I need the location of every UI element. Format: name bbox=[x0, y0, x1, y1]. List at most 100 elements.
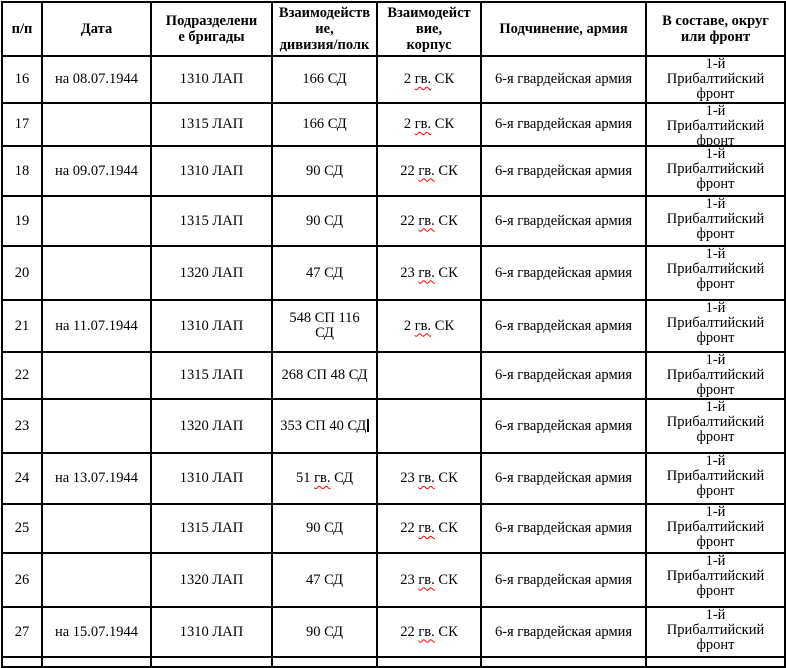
cell-date[interactable]: на 11.07.1944 bbox=[43, 301, 150, 351]
cell-row-number[interactable]: 19 bbox=[3, 197, 41, 245]
cell-front[interactable]: 1-й Прибалтийский фронт bbox=[647, 353, 784, 398]
cell-front[interactable]: 1-й Прибалтийский фронт bbox=[647, 104, 784, 145]
cell-subordination-army[interactable]: 6-я гвардейская армия bbox=[482, 104, 645, 145]
cell-interaction-division[interactable]: 166 СД bbox=[273, 57, 376, 102]
cell-row-number[interactable]: 26 bbox=[3, 554, 41, 606]
cell-date[interactable] bbox=[43, 247, 150, 299]
cell-interaction-division[interactable]: 51 гв. СД bbox=[273, 454, 376, 503]
header-interaction-corps[interactable]: Взаимодейст вие, корпус bbox=[378, 3, 480, 55]
cell-brigade-unit[interactable]: 1320 ЛАП bbox=[152, 554, 271, 606]
cell-row-number[interactable]: 21 bbox=[3, 301, 41, 351]
cell-interaction-corps[interactable]: 2 гв. СК bbox=[378, 301, 480, 351]
cell-front[interactable]: 1-й Прибалтийский фронт bbox=[647, 147, 784, 195]
cell-brigade-unit[interactable]: 1315 ЛАП bbox=[152, 104, 271, 145]
header-row-number[interactable]: п/п bbox=[3, 3, 41, 55]
cell-brigade-unit[interactable]: 1315 ЛАП bbox=[152, 353, 271, 398]
cell-interaction-division[interactable]: 166 СД bbox=[273, 104, 376, 145]
cell-date[interactable] bbox=[43, 505, 150, 552]
cell-interaction-division[interactable]: 90 СД bbox=[273, 505, 376, 552]
cell-interaction-corps[interactable]: 23 гв. СК bbox=[378, 554, 480, 606]
cell-interaction-corps[interactable]: 22 гв. СК bbox=[378, 608, 480, 656]
cell-brigade-unit[interactable]: 1315 ЛАП bbox=[152, 505, 271, 552]
cell-brigade-unit[interactable]: 1320 ЛАП bbox=[152, 400, 271, 452]
cell-brigade-unit[interactable]: 1320 ЛАП bbox=[152, 247, 271, 299]
cell-date[interactable]: на 15.07.1944 bbox=[43, 608, 150, 656]
cell-date[interactable] bbox=[43, 104, 150, 145]
partial-next-row-cell[interactable] bbox=[482, 658, 645, 666]
cell-front[interactable]: 1-й Прибалтийский фронт bbox=[647, 608, 784, 656]
cell-subordination-army[interactable]: 6-я гвардейская армия bbox=[482, 400, 645, 452]
cell-interaction-corps[interactable]: 22 гв. СК bbox=[378, 197, 480, 245]
cell-date[interactable]: на 08.07.1944 bbox=[43, 57, 150, 102]
cell-interaction-corps[interactable]: 2 гв. СК bbox=[378, 57, 480, 102]
cell-date[interactable] bbox=[43, 197, 150, 245]
cell-interaction-corps[interactable] bbox=[378, 353, 480, 398]
cell-date[interactable]: на 13.07.1944 bbox=[43, 454, 150, 503]
header-interaction-division[interactable]: Взаимодейств ие, дивизия/полк bbox=[273, 3, 376, 55]
cell-interaction-corps[interactable]: 22 гв. СК bbox=[378, 147, 480, 195]
cell-interaction-corps[interactable]: 22 гв. СК bbox=[378, 505, 480, 552]
cell-subordination-army[interactable]: 6-я гвардейская армия bbox=[482, 247, 645, 299]
cell-subordination-army[interactable]: 6-я гвардейская армия bbox=[482, 454, 645, 503]
cell-brigade-unit[interactable]: 1310 ЛАП bbox=[152, 608, 271, 656]
cell-interaction-corps[interactable]: 23 гв. СК bbox=[378, 247, 480, 299]
cell-row-number[interactable]: 24 bbox=[3, 454, 41, 503]
cell-front[interactable]: 1-й Прибалтийский фронт bbox=[647, 554, 784, 606]
cell-row-number[interactable]: 20 bbox=[3, 247, 41, 299]
partial-next-row-cell[interactable] bbox=[647, 658, 784, 666]
cell-subordination-army[interactable]: 6-я гвардейская армия bbox=[482, 197, 645, 245]
cell-interaction-division[interactable]: 353 СП 40 СД bbox=[273, 400, 376, 452]
cell-subordination-army[interactable]: 6-я гвардейская армия bbox=[482, 608, 645, 656]
cell-interaction-division[interactable]: 47 СД bbox=[273, 554, 376, 606]
cell-subordination-army[interactable]: 6-я гвардейская армия bbox=[482, 147, 645, 195]
header-date[interactable]: Дата bbox=[43, 3, 150, 55]
cell-row-number[interactable]: 23 bbox=[3, 400, 41, 452]
cell-interaction-division[interactable]: 268 СП 48 СД bbox=[273, 353, 376, 398]
cell-row-number[interactable]: 17 bbox=[3, 104, 41, 145]
cell-row-number[interactable]: 27 bbox=[3, 608, 41, 656]
cell-interaction-division[interactable]: 548 СП 116 СД bbox=[273, 301, 376, 351]
partial-next-row-cell[interactable] bbox=[378, 658, 480, 666]
cell-date[interactable] bbox=[43, 400, 150, 452]
cell-front[interactable]: 1-й Прибалтийский фронт bbox=[647, 505, 784, 552]
partial-next-row-cell[interactable] bbox=[152, 658, 271, 666]
cell-subordination-army[interactable]: 6-я гвардейская армия bbox=[482, 301, 645, 351]
cell-interaction-division[interactable]: 90 СД bbox=[273, 147, 376, 195]
partial-next-row-cell[interactable] bbox=[3, 658, 41, 666]
cell-subordination-army[interactable]: 6-я гвардейская армия bbox=[482, 505, 645, 552]
header-front[interactable]: В составе, округ или фронт bbox=[647, 3, 784, 55]
partial-next-row-cell[interactable] bbox=[43, 658, 150, 666]
cell-date[interactable]: на 09.07.1944 bbox=[43, 147, 150, 195]
cell-interaction-corps[interactable]: 23 гв. СК bbox=[378, 454, 480, 503]
cell-subordination-army[interactable]: 6-я гвардейская армия bbox=[482, 353, 645, 398]
cell-front[interactable]: 1-й Прибалтийский фронт bbox=[647, 454, 784, 503]
cell-row-number[interactable]: 16 bbox=[3, 57, 41, 102]
cell-row-number[interactable]: 22 bbox=[3, 353, 41, 398]
cell-front[interactable]: 1-й Прибалтийский фронт bbox=[647, 57, 784, 102]
cell-interaction-division[interactable]: 47 СД bbox=[273, 247, 376, 299]
partial-next-row-cell[interactable] bbox=[273, 658, 376, 666]
cell-front[interactable]: 1-й Прибалтийский фронт bbox=[647, 247, 784, 299]
cell-subordination-army[interactable]: 6-я гвардейская армия bbox=[482, 554, 645, 606]
cell-subordination-army[interactable]: 6-я гвардейская армия bbox=[482, 57, 645, 102]
cell-row-number[interactable]: 18 bbox=[3, 147, 41, 195]
cell-row-number[interactable]: 25 bbox=[3, 505, 41, 552]
header-subordination-army[interactable]: Подчинение, армия bbox=[482, 3, 645, 55]
header-brigade-unit[interactable]: Подразделени е бригады bbox=[152, 3, 271, 55]
cell-front[interactable]: 1-й Прибалтийский фронт bbox=[647, 197, 784, 245]
cell-date[interactable] bbox=[43, 554, 150, 606]
cell-brigade-unit[interactable]: 1310 ЛАП bbox=[152, 454, 271, 503]
cell-date[interactable] bbox=[43, 353, 150, 398]
cell-text: 1-й Прибалтийский фронт bbox=[666, 147, 765, 192]
cell-interaction-division[interactable]: 90 СД bbox=[273, 608, 376, 656]
cell-front[interactable]: 1-й Прибалтийский фронт bbox=[647, 301, 784, 351]
cell-brigade-unit[interactable]: 1310 ЛАП bbox=[152, 147, 271, 195]
cell-text: 166 СД bbox=[302, 117, 346, 132]
cell-interaction-corps[interactable] bbox=[378, 400, 480, 452]
cell-brigade-unit[interactable]: 1310 ЛАП bbox=[152, 301, 271, 351]
cell-brigade-unit[interactable]: 1310 ЛАП bbox=[152, 57, 271, 102]
cell-interaction-corps[interactable]: 2 гв. СК bbox=[378, 104, 480, 145]
cell-front[interactable]: 1-й Прибалтийский фронт bbox=[647, 400, 784, 452]
cell-interaction-division[interactable]: 90 СД bbox=[273, 197, 376, 245]
cell-brigade-unit[interactable]: 1315 ЛАП bbox=[152, 197, 271, 245]
